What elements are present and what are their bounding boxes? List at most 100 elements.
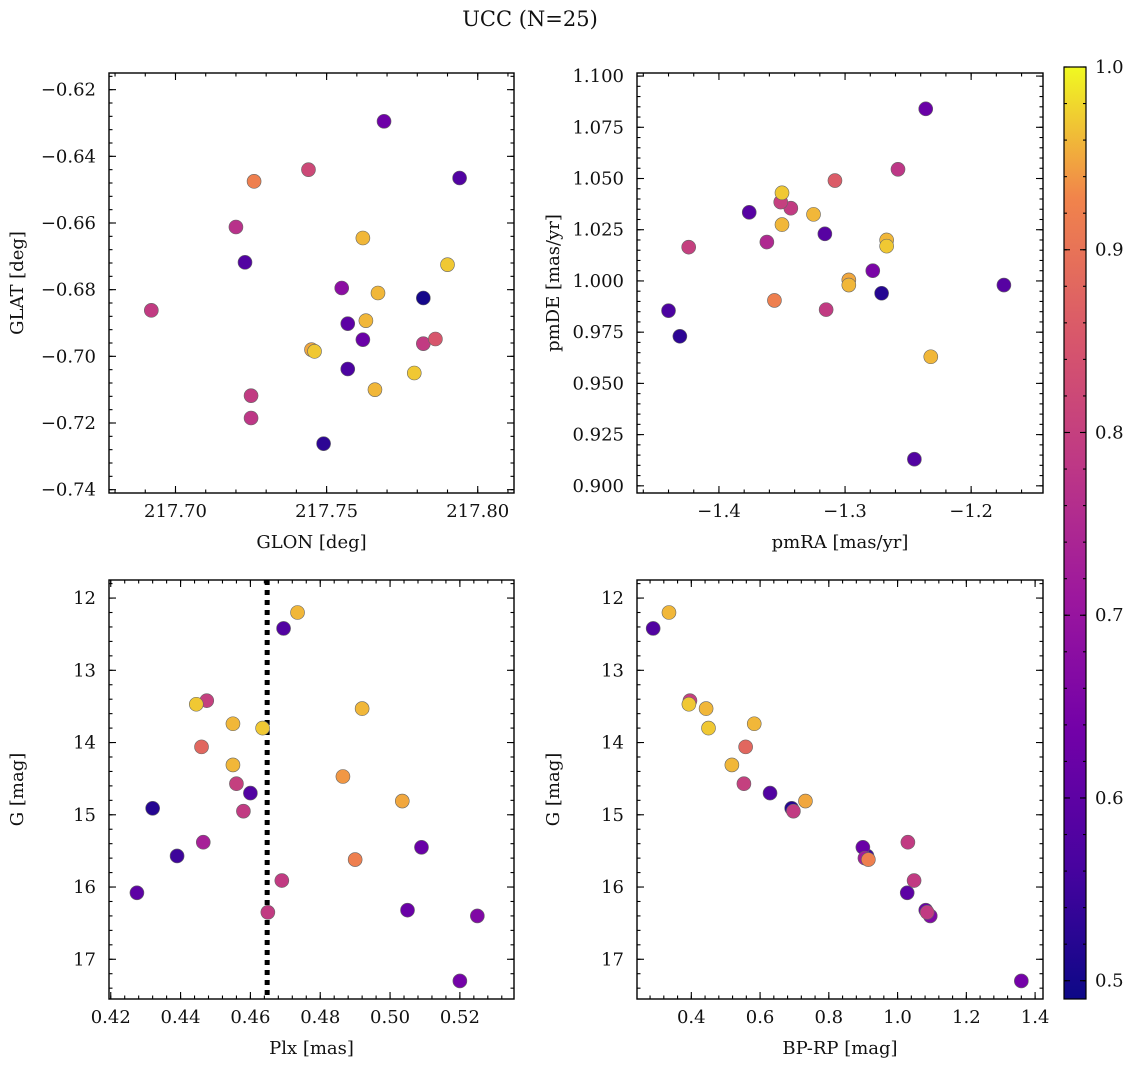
y-tick-label: 1.075 xyxy=(572,117,624,138)
y-tick-label: 14 xyxy=(73,733,96,754)
y-tick-label: 17 xyxy=(601,949,624,970)
data-point xyxy=(645,621,661,636)
data-point xyxy=(169,848,185,864)
data-point xyxy=(452,170,467,186)
data-point xyxy=(672,328,688,344)
data-point xyxy=(452,973,468,989)
data-point xyxy=(246,174,262,189)
data-point xyxy=(879,238,894,254)
data-point xyxy=(841,277,857,293)
data-point xyxy=(334,280,350,296)
data-point xyxy=(746,716,762,732)
data-point xyxy=(874,285,889,301)
figure-title: UCC (N=25) xyxy=(462,7,598,31)
x-axis-label: pmRA [mas/yr] xyxy=(772,532,909,553)
y-tick-label: 0.950 xyxy=(572,373,624,394)
data-point xyxy=(195,834,211,850)
x-tick-label: 217.80 xyxy=(446,501,509,522)
y-tick-label: 16 xyxy=(73,877,96,898)
colorbar-tick-label: 0.6 xyxy=(1095,788,1124,809)
data-point xyxy=(370,285,386,301)
colorbar-tick-label: 0.5 xyxy=(1095,971,1124,992)
y-tick-label: 1.050 xyxy=(572,169,624,190)
data-point xyxy=(661,303,676,318)
data-point xyxy=(774,217,790,232)
data-point xyxy=(767,293,782,308)
x-tick-label: 0.42 xyxy=(91,1007,131,1028)
x-tick-label: 1.2 xyxy=(952,1007,981,1028)
data-point xyxy=(274,873,290,888)
data-point xyxy=(416,290,431,306)
data-point xyxy=(907,451,922,467)
y-axis-label: G [mag] xyxy=(7,753,28,826)
data-point xyxy=(724,757,740,773)
plot-frame xyxy=(636,72,1044,494)
x-axis-label: GLON [deg] xyxy=(256,532,366,553)
data-point xyxy=(228,219,244,235)
y-tick-label: 12 xyxy=(601,588,624,609)
data-point xyxy=(340,316,356,331)
y-tick-label: −0.74 xyxy=(41,480,96,501)
data-point xyxy=(260,905,276,920)
y-axis-label: G [mag] xyxy=(543,753,564,826)
data-point xyxy=(428,331,443,347)
data-point xyxy=(738,739,753,755)
y-tick-label: 0.975 xyxy=(572,322,624,343)
y-tick-label: 16 xyxy=(601,877,624,898)
y-tick-label: 17 xyxy=(73,949,96,970)
data-point xyxy=(358,313,374,328)
data-point xyxy=(335,769,351,784)
y-tick-label: 1.025 xyxy=(572,220,624,241)
data-point xyxy=(470,908,485,924)
data-point xyxy=(144,303,159,318)
x-tick-label: 1.4 xyxy=(1021,1007,1050,1028)
x-tick-label: 1.0 xyxy=(883,1007,912,1028)
x-axis-label: Plx [mas] xyxy=(269,1038,354,1059)
y-tick-label: 14 xyxy=(601,733,624,754)
data-point xyxy=(681,696,697,712)
y-tick-label: 0.925 xyxy=(572,425,624,446)
x-tick-label: 0.50 xyxy=(370,1007,410,1028)
data-point xyxy=(786,803,801,819)
x-tick-label: −1.2 xyxy=(949,501,993,522)
y-tick-label: −0.70 xyxy=(41,346,96,367)
data-point xyxy=(681,239,696,255)
x-tick-label: 217.70 xyxy=(144,501,207,522)
plot-frame xyxy=(108,579,515,1000)
data-point xyxy=(400,902,415,918)
x-tick-label: 0.44 xyxy=(161,1007,201,1028)
data-point xyxy=(759,234,775,250)
y-tick-label: 12 xyxy=(73,588,96,609)
y-tick-label: −0.68 xyxy=(41,280,96,301)
data-point xyxy=(145,800,160,816)
y-tick-label: 15 xyxy=(601,805,624,826)
data-point xyxy=(243,785,258,801)
x-tick-label: 0.6 xyxy=(746,1007,775,1028)
x-tick-label: 0.4 xyxy=(677,1007,706,1028)
y-axis-label: GLAT [deg] xyxy=(7,231,28,335)
colorbar-tick-label: 0.9 xyxy=(1095,240,1124,261)
data-point xyxy=(316,436,331,451)
data-point xyxy=(129,885,145,901)
data-point xyxy=(290,605,305,620)
panel-pmra-pmde: −1.4 −1.3 −1.2 0.900 0.925 0.950 0.975 1.000 1.0… xyxy=(543,66,1044,553)
data-point xyxy=(698,701,714,716)
data-point xyxy=(347,852,363,867)
data-point xyxy=(414,839,429,855)
data-point xyxy=(865,263,881,279)
data-point xyxy=(741,205,757,220)
panel-plx-g: 0.42 0.44 0.46 0.48 0.50 0.52 12 13 14 15 16 17 Plx … xyxy=(7,579,515,1059)
plot-frame xyxy=(636,579,1044,1000)
data-point xyxy=(406,365,422,381)
data-point xyxy=(188,696,204,712)
data-point xyxy=(354,701,370,716)
data-point xyxy=(890,161,906,177)
y-tick-label: 13 xyxy=(73,660,96,681)
y-tick-label: 15 xyxy=(73,805,96,826)
data-point xyxy=(818,302,834,317)
data-point xyxy=(736,776,752,792)
data-point xyxy=(440,257,455,272)
data-point xyxy=(307,344,322,359)
colorbar: 0.5 0.6 0.7 0.8 0.9 1.0 xyxy=(1063,57,1124,1000)
